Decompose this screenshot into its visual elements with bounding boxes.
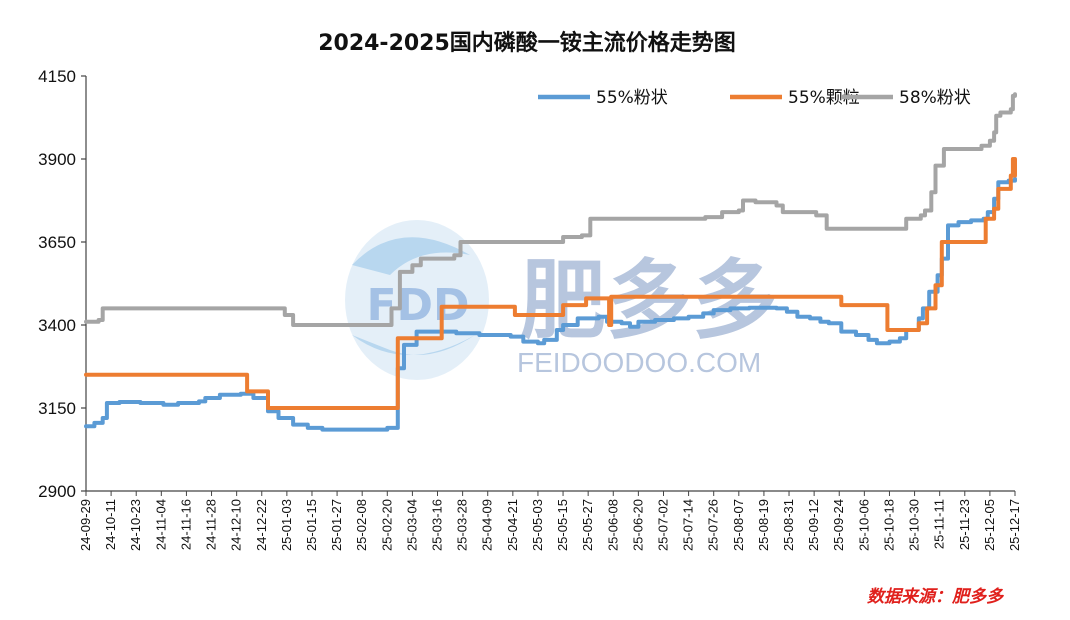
x-tick-label: 25-03-04 xyxy=(404,499,419,551)
x-tick-label: 25-04-09 xyxy=(480,499,495,551)
x-tick-label: 25-11-11 xyxy=(932,499,947,549)
x-tick-label: 25-09-12 xyxy=(806,499,821,551)
x-tick-label: 25-01-27 xyxy=(329,499,344,551)
x-tick-label: 24-10-23 xyxy=(128,499,143,551)
series-line-3 xyxy=(84,92,1017,327)
x-tick-label: 25-09-24 xyxy=(831,499,846,551)
x-tick-label: 25-07-02 xyxy=(655,499,670,551)
x-tick-label: 25-03-16 xyxy=(430,499,445,551)
x-tick-label: 25-07-26 xyxy=(706,499,721,551)
y-tick-label: 2900 xyxy=(38,482,76,501)
watermark-brand: 肥多多 xyxy=(520,251,778,351)
series-lines xyxy=(84,92,1017,432)
x-tick-label: 25-04-21 xyxy=(505,499,520,551)
x-tick-label: 25-08-31 xyxy=(781,499,796,551)
x-tick-label: 24-12-10 xyxy=(229,499,244,551)
y-tick-label: 3150 xyxy=(38,399,76,418)
x-tick-label: 25-03-28 xyxy=(455,499,470,551)
y-tick-label: 3400 xyxy=(38,316,76,335)
x-tick-label: 25-11-23 xyxy=(957,499,972,550)
x-tick-label: 25-01-03 xyxy=(279,499,294,551)
x-tick-label: 25-01-15 xyxy=(304,499,319,551)
chart-title: 2024-2025国内磷酸一铵主流价格走势图 xyxy=(318,30,736,56)
x-tick-label: 25-12-05 xyxy=(982,499,997,551)
x-tick-label: 25-10-30 xyxy=(907,499,922,551)
x-tick-label: 25-12-17 xyxy=(1007,499,1022,551)
x-tick-label: 25-10-06 xyxy=(856,499,871,551)
series-line-1 xyxy=(84,176,1017,432)
x-tick-label: 25-10-18 xyxy=(881,499,896,551)
y-tick-label: 3650 xyxy=(38,233,76,252)
x-tick-label: 25-08-07 xyxy=(731,499,746,551)
source-note: 数据来源：肥多多 xyxy=(867,587,1005,607)
x-tick-label: 25-05-27 xyxy=(580,499,595,551)
x-tick-label: 25-02-08 xyxy=(354,499,369,551)
x-tick-label: 25-06-20 xyxy=(630,499,645,551)
legend: 55%粉状 55%颗粒 58%粉状 xyxy=(538,88,971,108)
y-tick-label: 4150 xyxy=(38,67,76,86)
legend-label-3: 58%粉状 xyxy=(899,88,971,108)
x-tick-label: 24-11-28 xyxy=(204,499,219,550)
y-axis-ticks: 2900 3150 3400 3650 3900 4150 xyxy=(38,67,86,501)
x-tick-label: 25-08-19 xyxy=(756,499,771,551)
x-tick-label: 25-05-15 xyxy=(555,499,570,551)
x-tick-label: 25-07-14 xyxy=(681,499,696,551)
x-tick-label: 25-05-03 xyxy=(530,499,545,551)
x-tick-label: 24-10-11 xyxy=(103,499,118,550)
x-tick-label: 25-06-08 xyxy=(605,499,620,551)
x-axis-ticks: 24-09-29 24-10-11 24-10-23 24-11-04 24-11-16… xyxy=(78,491,1022,551)
y-tick-label: 3900 xyxy=(38,150,76,169)
x-tick-label: 24-11-16 xyxy=(178,499,193,550)
watermark-url: FEIDOODOO.COM xyxy=(517,347,761,378)
x-tick-label: 24-09-29 xyxy=(78,499,93,551)
legend-label-1: 55%粉状 xyxy=(596,88,668,108)
x-tick-label: 25-02-20 xyxy=(379,499,394,551)
x-tick-label: 24-11-04 xyxy=(153,499,168,550)
series-line-2 xyxy=(84,157,1017,410)
x-tick-label: 24-12-22 xyxy=(254,499,269,551)
legend-label-2: 55%颗粒 xyxy=(788,88,860,108)
